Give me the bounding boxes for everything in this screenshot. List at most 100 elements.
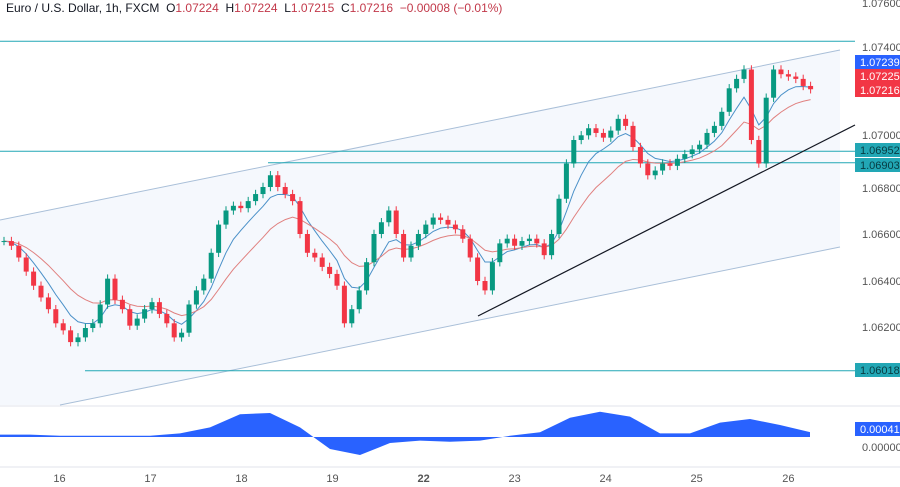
candle-body	[45, 297, 51, 310]
candle-body	[689, 149, 695, 155]
candle-body	[438, 217, 444, 220]
x-tick-label: 18	[235, 473, 247, 485]
candle-body	[341, 285, 347, 324]
osc-value-tag	[855, 422, 900, 436]
candle-body	[297, 201, 303, 234]
candle-body	[364, 262, 370, 291]
candle-body	[186, 304, 192, 333]
trend-line	[477, 124, 856, 317]
candle-body	[245, 201, 251, 209]
candle-body	[460, 229, 466, 239]
x-tick-label: 26	[782, 473, 794, 485]
candle-body	[312, 252, 318, 258]
y-tick-label: 1.07600	[862, 0, 900, 10]
candle-body	[23, 257, 29, 272]
level-price-label: 1.06018	[860, 365, 900, 377]
candle-body	[571, 140, 577, 164]
candle-body	[674, 158, 680, 166]
candle-body	[371, 234, 377, 263]
candle-body	[282, 187, 288, 195]
candle-body	[467, 238, 473, 258]
candle-body	[68, 330, 74, 343]
candle-body	[208, 252, 214, 279]
x-tick-label: 17	[144, 473, 156, 485]
candle-body	[697, 144, 703, 150]
candle-body	[171, 323, 177, 338]
candle-body	[230, 205, 236, 211]
candle-body	[319, 257, 325, 267]
y-tick-label: 1.07400	[862, 42, 900, 54]
x-tick-label: 23	[508, 473, 520, 485]
level-price-tag	[855, 143, 900, 157]
candle-body	[1, 241, 7, 243]
candle-body	[778, 69, 784, 75]
candle-body	[334, 273, 340, 286]
y-tick-label: 1.07000	[862, 130, 900, 142]
candle-body	[60, 323, 66, 331]
candle-body	[238, 205, 244, 209]
candle-body	[290, 194, 296, 202]
candle-body	[201, 278, 207, 291]
candle-body	[556, 198, 562, 234]
candle-body	[741, 69, 747, 79]
level-price-label: 1.06952	[860, 145, 900, 157]
candle-body	[112, 278, 118, 300]
candle-body	[541, 243, 547, 256]
high-value: 1.07224	[234, 1, 278, 15]
candle-body	[615, 118, 621, 131]
candle-body	[253, 194, 259, 202]
price-tag	[855, 83, 900, 97]
candle-body	[623, 118, 629, 126]
candle-body	[179, 332, 185, 338]
candle-body	[586, 128, 592, 136]
price-tag-label: 1.07239	[860, 57, 900, 69]
candle-body	[408, 245, 414, 258]
candle-body	[90, 323, 96, 328]
low-label: L	[284, 1, 291, 15]
y-tick-label: 1.06600	[862, 229, 900, 241]
candle-body	[660, 163, 666, 171]
candle-body	[267, 175, 273, 187]
y-tick-label: 1.06200	[862, 322, 900, 334]
x-tick-label: 16	[53, 473, 65, 485]
candle-body	[349, 309, 355, 324]
candle-body	[800, 78, 806, 86]
price-tag	[855, 69, 900, 83]
candle-body	[600, 132, 606, 138]
candle-body	[156, 302, 162, 314]
candle-body	[327, 266, 333, 274]
candle-body	[452, 224, 458, 230]
low-value: 1.07215	[290, 1, 335, 15]
candle-body	[482, 281, 488, 291]
candle-body	[142, 309, 148, 319]
high-label: H	[225, 1, 235, 15]
candle-body	[734, 78, 740, 89]
candle-body	[38, 285, 44, 298]
osc-zero-label: 0.00000	[862, 442, 900, 454]
channel-fill	[0, 50, 840, 405]
candle-body	[356, 290, 362, 310]
open-value: 1.07224	[175, 1, 219, 15]
price-tag-label: 1.07225	[860, 71, 900, 83]
candle-body	[304, 234, 310, 253]
candle-body	[667, 163, 673, 166]
close-value: 1.07216	[349, 1, 394, 15]
candle-body	[578, 135, 584, 140]
candle-body	[275, 175, 281, 187]
candle-body	[31, 271, 37, 286]
candle-body	[260, 187, 266, 195]
candle-body	[16, 245, 22, 258]
candle-body	[549, 234, 555, 256]
candle-body	[489, 262, 495, 291]
candle-body	[430, 217, 436, 225]
candle-body	[423, 224, 429, 234]
candle-body	[393, 210, 399, 234]
level-price-tag	[855, 158, 900, 172]
candle-body	[726, 88, 732, 112]
candle-body	[637, 147, 643, 164]
channel-lower-line	[59, 246, 841, 406]
candle-body	[223, 210, 229, 225]
candle-body	[164, 313, 170, 324]
price-tag	[855, 55, 900, 69]
